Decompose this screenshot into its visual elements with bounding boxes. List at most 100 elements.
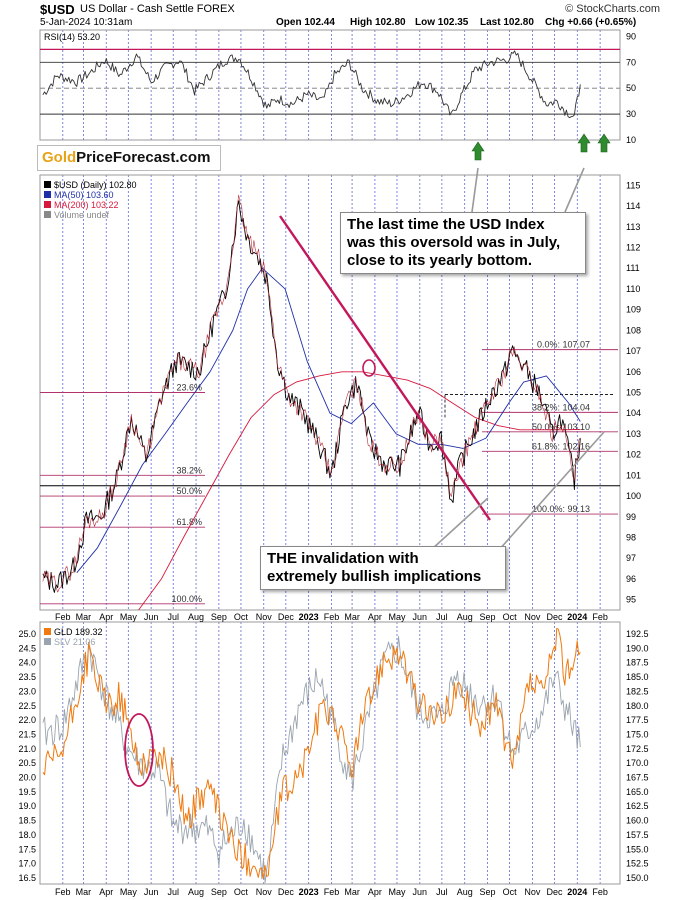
ticker-name: US Dollar - Cash Settle FOREX	[80, 3, 235, 15]
logo-gold-text: Gold	[42, 149, 77, 166]
price-tick-label: 109	[626, 305, 641, 315]
slv-tick-label: 21.0	[18, 744, 36, 754]
fib-2022-label: 61.8%	[176, 517, 202, 527]
price-x-tick-label: Mar	[344, 612, 360, 622]
slv-tick-label: 23.0	[18, 686, 36, 696]
price-x-tick-label: Apr	[99, 612, 113, 622]
price-x-tick-label: Feb	[324, 612, 340, 622]
quote-open: Open 102.44	[276, 17, 335, 28]
metals-x-tick-label: Nov	[256, 887, 273, 897]
logo-rest-text: PriceForecast.com	[76, 149, 211, 166]
slv-tick-label: 18.0	[18, 830, 36, 840]
slv-tick-label: 24.5	[18, 643, 36, 653]
metals-legend-label: GLD 189.32	[54, 627, 103, 637]
gld-tick-label: 152.5	[626, 859, 649, 869]
metals-x-tick-label: Feb	[324, 887, 340, 897]
price-legend-label: MA(200) 103.22	[54, 200, 119, 210]
metals-legend-label: SLV 21.06	[54, 637, 95, 647]
metals-x-tick-label: Aug	[457, 887, 473, 897]
slv-tick-label: 17.5	[18, 844, 36, 854]
legend-swatch	[44, 201, 51, 208]
gld-tick-label: 172.5	[626, 744, 649, 754]
price-x-tick-label: Nov	[256, 612, 273, 622]
slv-tick-label: 16.5	[18, 873, 36, 883]
metals-x-tick-label: Dec	[278, 887, 295, 897]
rsi-tick-label: 70	[626, 57, 636, 67]
slv-line	[42, 635, 581, 884]
price-x-tick-label: Dec	[278, 612, 295, 622]
price-tick-label: 99	[626, 512, 636, 522]
ma50-line	[76, 267, 581, 573]
rsi-tick-label: 10	[626, 135, 636, 145]
oversold-callout-line: close to its yearly bottom.	[347, 252, 533, 269]
metals-x-tick-label: Oct	[503, 887, 518, 897]
ticker-symbol: $USD	[40, 2, 75, 17]
price-x-tick-label: Sep	[480, 612, 496, 622]
breakout-circle-marker	[362, 359, 376, 377]
invalidation-callout-line: THE invalidation with	[267, 550, 419, 567]
metals-x-tick-label: Apr	[368, 887, 382, 897]
price-x-tick-label: Jul	[436, 612, 448, 622]
price-x-tick-label: Feb	[592, 612, 608, 622]
legend-swatch	[44, 638, 51, 645]
price-x-tick-label: Oct	[503, 612, 518, 622]
metals-x-tick-label: Jun	[144, 887, 159, 897]
price-x-tick-label: Aug	[188, 612, 204, 622]
fib-2022-label: 38.2%	[176, 465, 202, 475]
metals-x-tick-label: Mar	[344, 887, 360, 897]
price-tick-label: 106	[626, 367, 641, 377]
price-x-tick-label: May	[120, 612, 138, 622]
metals-x-tick-label: Feb	[592, 887, 608, 897]
fib-2023-label: 61.8%: 102.16	[532, 441, 590, 451]
rsi-tick-label: 90	[626, 31, 636, 41]
metals-x-tick-label: 2023	[299, 887, 319, 897]
date-axes: Feb Mar Apr May Jun Jul Aug Sep Oct Nov Dec 2023 Feb…	[55, 612, 608, 897]
slv-tick-label: 20.0	[18, 773, 36, 783]
metals-x-tick-label: Dec	[546, 887, 563, 897]
callout-pointer	[489, 431, 605, 561]
metals-x-tick-label: Oct	[234, 887, 249, 897]
metals-x-tick-label: 2024	[567, 887, 587, 897]
price-tick-label: 110	[626, 284, 640, 294]
quote-high: High 102.80	[350, 17, 406, 28]
slv-tick-label: 23.5	[18, 672, 36, 682]
chart-header: $USD US Dollar - Cash Settle FOREX © Sto…	[0, 0, 700, 30]
price-tick-label: 104	[626, 408, 641, 418]
oversold-callout: The last time the USD Index was this ove…	[340, 212, 586, 274]
goldpriceforecast-logo: GoldPriceForecast.com	[37, 145, 221, 171]
gld-tick-label: 170.0	[626, 758, 649, 768]
price-tick-label: 115	[626, 180, 640, 190]
callout-pointer	[564, 167, 585, 213]
slv-tick-label: 25.0	[18, 629, 36, 639]
metals-panel: 25.0 24.5 24.0 23.5 23.0 22.5 22.0 21.5 21.0 20.5…	[18, 627, 649, 884]
fib-2022-label: 100.0%	[171, 594, 202, 604]
price-x-tick-label: Dec	[546, 612, 563, 622]
rsi-tick-label: 50	[626, 83, 636, 93]
price-legend-label: $USD (Daily) 102.80	[54, 180, 137, 190]
price-tick-label: 101	[626, 470, 641, 480]
downtrend-line	[279, 215, 491, 521]
price-x-tick-label: Nov	[524, 612, 541, 622]
gld-tick-label: 175.0	[626, 729, 649, 739]
gld-tick-label: 180.0	[626, 701, 649, 711]
metals-x-tick-label: Jun	[413, 887, 428, 897]
usd-price-line	[42, 200, 581, 593]
fib-2023-label: 0.0%: 107.07	[537, 340, 590, 350]
legend-swatch	[44, 628, 51, 635]
price-tick-label: 96	[626, 574, 636, 584]
quote-date: 5-Jan-2024 10:31am	[40, 17, 133, 28]
price-x-tick-label: Jul	[167, 612, 179, 622]
legend-swatch	[44, 191, 51, 198]
price-x-tick-label: Feb	[55, 612, 71, 622]
price-tick-label: 98	[626, 533, 636, 543]
slv-tick-label: 22.0	[18, 715, 36, 725]
price-x-tick-label: Apr	[368, 612, 382, 622]
price-x-tick-label: Mar	[76, 612, 92, 622]
rsi-panel: 90 70 50 30 10	[40, 31, 636, 161]
price-tick-label: 113	[626, 222, 640, 232]
stockcharts-brand[interactable]: © StockCharts.com	[565, 3, 660, 15]
usd-down-candles	[42, 194, 581, 593]
metals-panel-frame	[39, 621, 621, 885]
price-tick-label: 108	[626, 325, 641, 335]
